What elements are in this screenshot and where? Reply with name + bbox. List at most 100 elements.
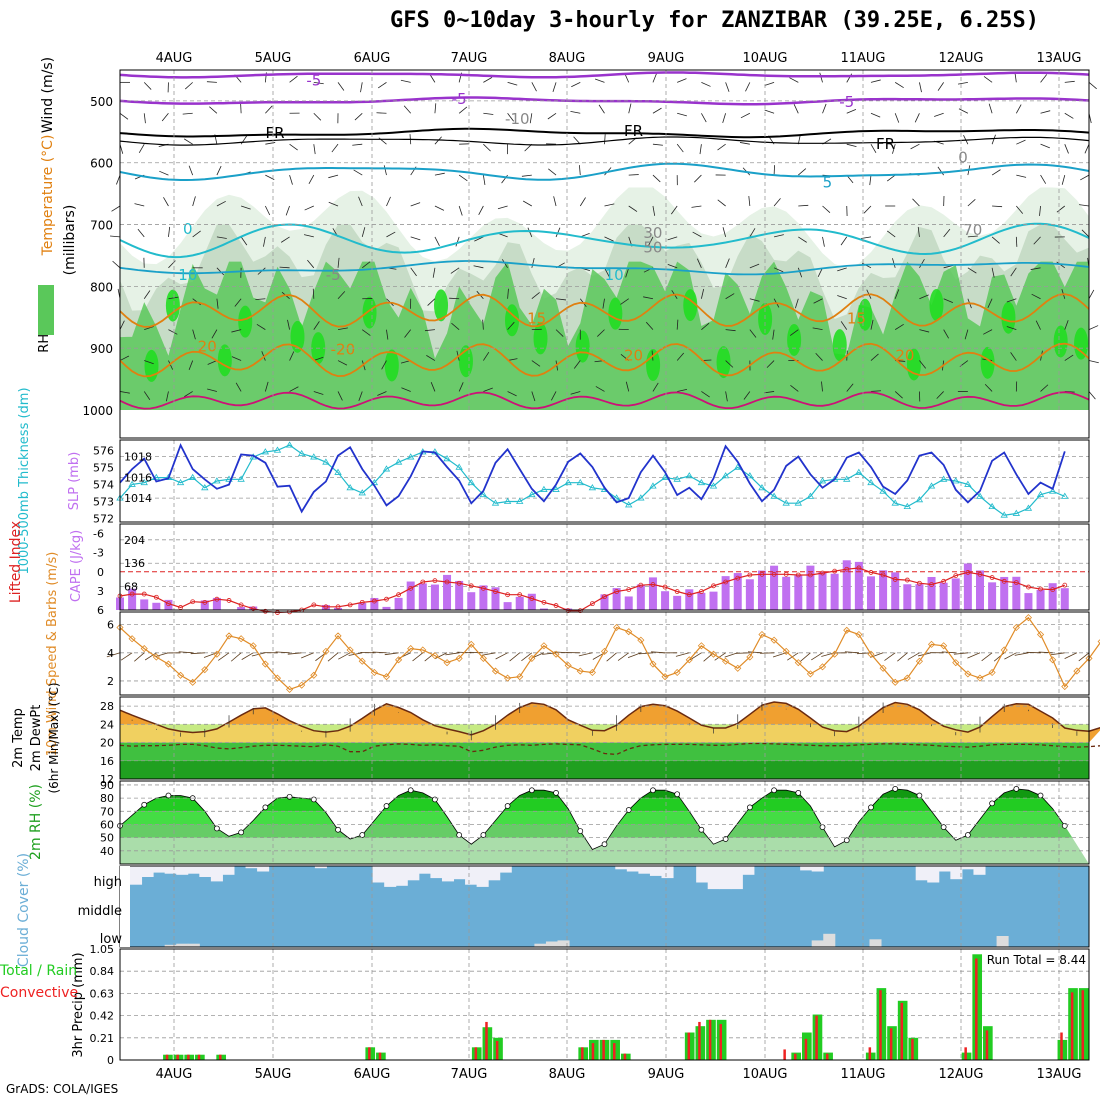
axis-label: 1000-500mb Thickness (dm) xyxy=(17,387,32,574)
wind-speed-point xyxy=(891,678,899,686)
wind-speed-point xyxy=(346,646,354,654)
thickness-point xyxy=(431,448,439,455)
lifted-index-point xyxy=(371,598,377,604)
wind-speed-point xyxy=(334,632,342,640)
surface-wind-barb xyxy=(327,652,339,662)
wind-speed-point xyxy=(988,668,996,677)
precip-convective-bar xyxy=(815,1015,818,1060)
slp-tick-label: 1018 xyxy=(124,451,152,464)
wind-barb xyxy=(643,296,654,300)
cape-bar xyxy=(951,578,960,610)
low-cloud-bar xyxy=(811,940,824,947)
cape-bar xyxy=(709,591,718,610)
slp-tick-label: 1016 xyxy=(124,471,152,484)
precip-convective-bar xyxy=(623,1053,627,1060)
high-cloud-bar xyxy=(800,866,813,871)
lifted-index-point xyxy=(844,566,850,572)
lifted-index-point xyxy=(1026,584,1031,590)
wind-barb xyxy=(280,236,290,243)
thickness-point xyxy=(867,478,875,486)
contour-label: FR xyxy=(876,135,895,153)
wind-barb xyxy=(240,236,248,246)
axis-label: 2m DewPt xyxy=(29,705,44,772)
thickness-point xyxy=(903,502,912,510)
lifted-index-point xyxy=(771,571,777,577)
wind-barb xyxy=(362,261,371,269)
wind-barb xyxy=(474,236,484,242)
lifted-index-point xyxy=(1038,586,1043,592)
rh-blob xyxy=(434,289,449,322)
wind-barb xyxy=(255,298,266,300)
wind-barb xyxy=(1030,267,1041,270)
cape-bar xyxy=(1024,593,1033,610)
wind-barb xyxy=(652,107,662,114)
wind-barb xyxy=(241,205,251,210)
wind-barb xyxy=(919,82,922,93)
wind-barb xyxy=(521,174,532,177)
contour-label: FR xyxy=(624,122,643,140)
chart-title: GFS 0~10day 3-hourly for ZANZIBAR (39.25… xyxy=(390,8,1040,33)
rh-point xyxy=(771,787,777,794)
contour-label: 70 xyxy=(963,221,982,239)
thickness-point xyxy=(770,492,778,499)
wind-tick-label: 2 xyxy=(107,675,114,688)
wind-barb xyxy=(692,231,702,238)
wind-barb xyxy=(797,267,803,278)
wind-barb xyxy=(628,205,638,212)
wind-barb xyxy=(579,165,581,176)
lifted-index-point xyxy=(965,570,971,575)
wind-speed-point xyxy=(685,656,693,664)
high-cloud-bar xyxy=(199,866,212,877)
precip-tick-label: 1.05 xyxy=(90,943,115,956)
wind-speed-point xyxy=(806,670,814,678)
wind-barb xyxy=(987,298,993,308)
surface-wind-barb xyxy=(1014,652,1029,656)
precip-convective-bar xyxy=(719,1024,723,1060)
thickness-point xyxy=(794,499,803,506)
wind-barb xyxy=(789,77,799,83)
wind-barb xyxy=(676,319,679,330)
wind-barb xyxy=(869,175,872,186)
lifted-index-point xyxy=(832,568,838,574)
thickness-point xyxy=(1024,504,1033,511)
rh-point xyxy=(965,832,971,838)
lifted-index-point xyxy=(529,596,535,601)
cape-bar xyxy=(467,592,476,610)
wind-speed-point xyxy=(867,650,875,658)
temp-band-12-16 xyxy=(120,760,1089,779)
upper-air-frame xyxy=(119,69,1090,439)
temp-contour-25 xyxy=(119,391,1090,410)
precip-tick-label: 0 xyxy=(107,1054,114,1067)
wind-barb xyxy=(677,78,687,83)
wind-speed-point xyxy=(1097,639,1100,644)
wind-barb xyxy=(667,236,678,241)
thickness-point xyxy=(467,478,475,486)
slp-tick-label: 1014 xyxy=(124,492,152,505)
wind-barb xyxy=(570,391,581,395)
surface-wind-barb xyxy=(800,652,811,662)
axis-label: (6hr Min/Max) (°C) xyxy=(47,682,61,793)
wind-barb xyxy=(822,103,827,114)
lifted-index-point xyxy=(808,572,813,578)
wind-barb xyxy=(701,81,711,87)
thickness-point xyxy=(830,475,839,482)
wind-barb xyxy=(211,329,218,339)
precip-legend-convective: Convective xyxy=(0,985,78,1001)
rh-point xyxy=(262,804,269,811)
wind-speed-point xyxy=(940,642,948,650)
high-cloud-bar xyxy=(488,866,501,881)
wind-barb xyxy=(870,79,881,83)
wind-barb xyxy=(749,228,756,238)
surface-wind-barb xyxy=(434,652,448,660)
wind-barb xyxy=(1010,267,1017,277)
rh-point xyxy=(577,828,584,834)
wind-barb xyxy=(507,321,515,330)
rh-blob xyxy=(217,344,232,377)
thickness-point xyxy=(673,475,681,482)
wind-barb xyxy=(892,258,896,268)
lifted-index-point xyxy=(262,608,268,614)
thickness-point xyxy=(285,441,294,448)
wind-barb xyxy=(740,112,751,119)
wind-barb xyxy=(745,82,751,92)
